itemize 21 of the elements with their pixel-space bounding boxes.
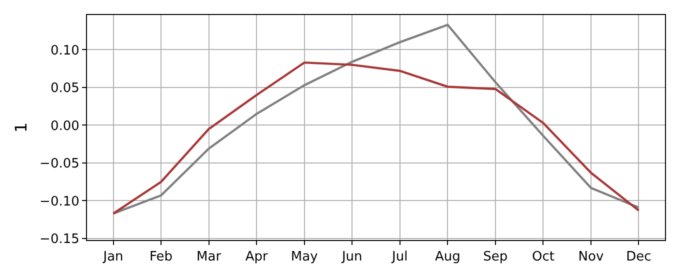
x-tick-label: Dec — [626, 250, 652, 265]
y-tick-label: 0.05 — [50, 81, 80, 96]
y-tick-label: −0.15 — [40, 232, 80, 248]
x-tick-label: Oct — [532, 250, 554, 265]
y-tick-label: −0.05 — [40, 156, 80, 172]
y-axis-title: 1 — [11, 122, 30, 133]
x-tick-label: Apr — [245, 250, 268, 265]
x-tick-label: Mar — [196, 250, 222, 265]
y-tick-label: 0.00 — [50, 118, 80, 134]
x-tick-label: Feb — [150, 250, 173, 265]
line-series — [112, 61, 640, 215]
x-tick-label: Aug — [434, 250, 460, 265]
x-tick-label: Jan — [102, 250, 124, 265]
x-tick-label: Sep — [483, 250, 508, 265]
y-tick-label: 0.10 — [50, 43, 80, 58]
x-tick-label: Nov — [578, 250, 604, 265]
x-tick-label: Jul — [391, 250, 408, 265]
x-tick-label: May — [290, 250, 318, 265]
y-tick-label: −0.10 — [40, 194, 80, 210]
x-tick-label: Jun — [340, 250, 362, 265]
line-series — [112, 24, 640, 215]
